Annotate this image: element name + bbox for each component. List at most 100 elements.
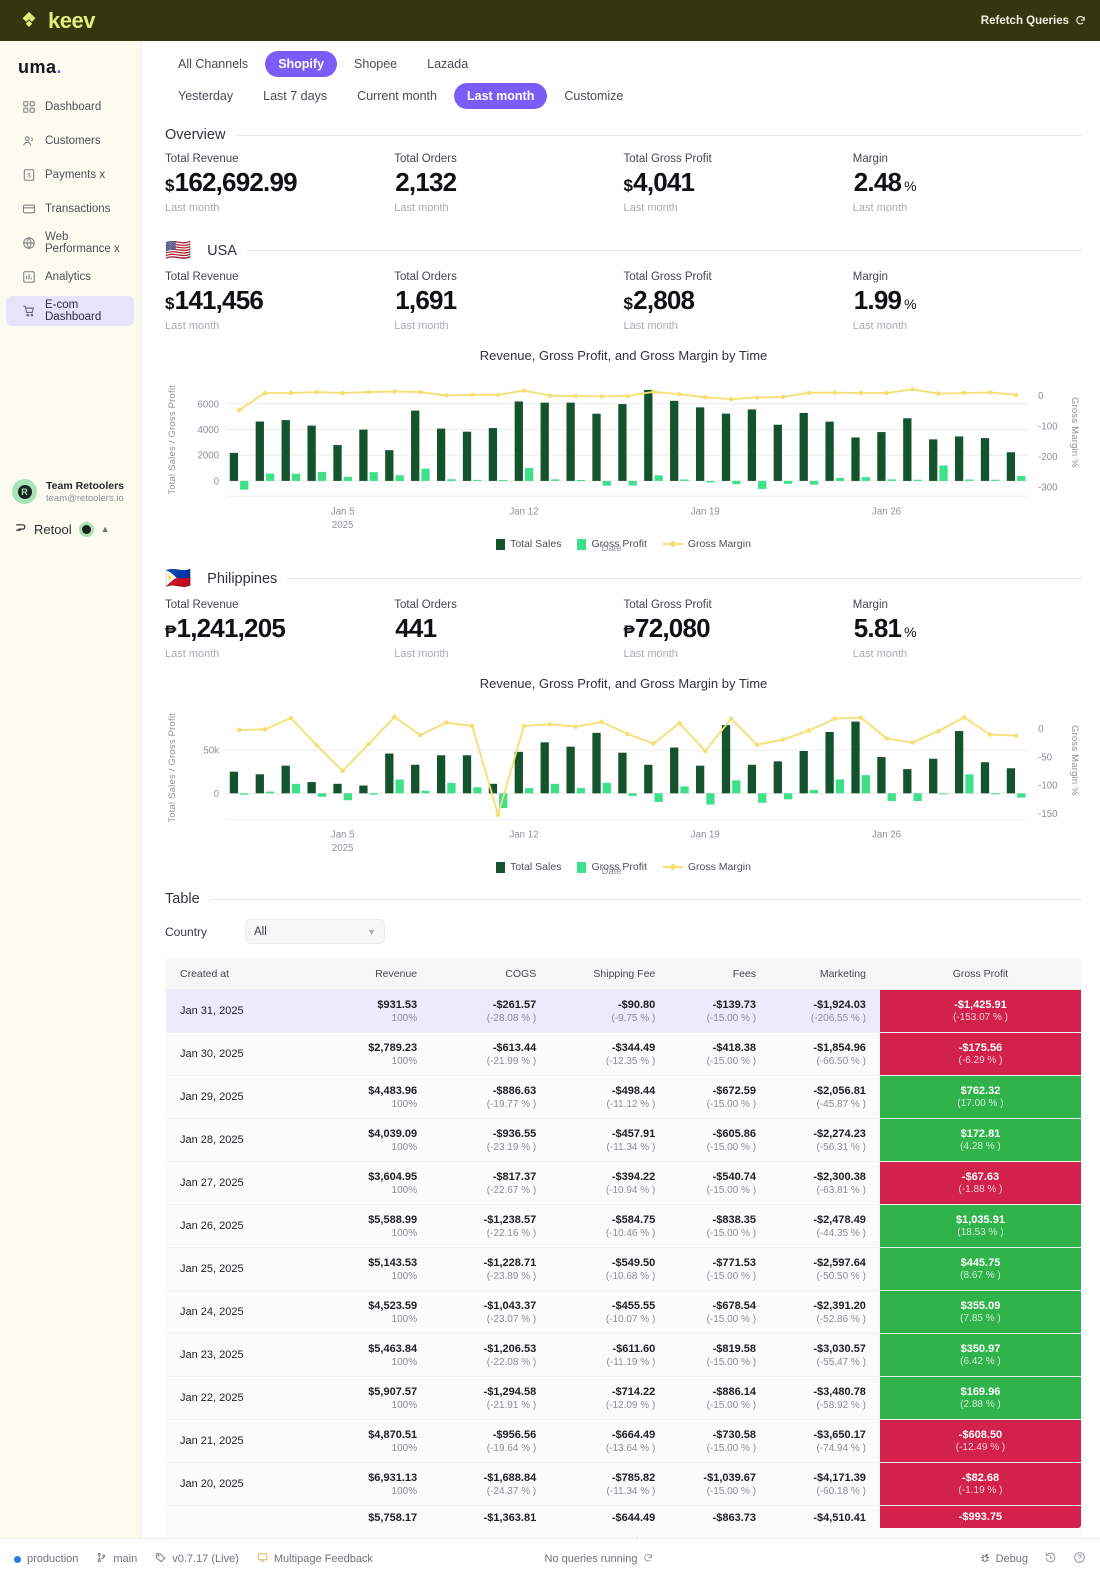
table-row[interactable]: $5,758.17 -$1,363.81 -$644.49 -$863.73 -$4,5…	[166, 1505, 1081, 1528]
branch-selector[interactable]: main	[96, 1552, 137, 1566]
cell-gross-profit: -$175.56 (-6.29 % )	[879, 1032, 1081, 1076]
globe-icon	[22, 236, 36, 250]
period-current-month[interactable]: Current month	[357, 89, 437, 103]
kpi-card: Total Orders 1,691 Last month	[394, 271, 623, 332]
sidebar-item-web-performance[interactable]: Web Performance x	[6, 228, 134, 258]
usa-chart[interactable]: Total Sales / Gross Profit Gross Margin …	[165, 371, 1082, 536]
cell-created-at: Jan 23, 2025	[166, 1333, 313, 1377]
cell-fees: -$540.74 (-15.00 % )	[669, 1161, 771, 1205]
chevron-up-icon[interactable]: ▲	[100, 524, 110, 534]
table-row[interactable]: Jan 28, 2025 $4,039.09 100% -$936.55 (-23.19…	[166, 1118, 1081, 1162]
table-row[interactable]: Jan 31, 2025 $931.53 100% -$261.57 (-28.08 %…	[166, 989, 1081, 1033]
sidebar-user[interactable]: R Team Retoolers team@retoolers.io	[0, 479, 140, 504]
card-icon	[22, 202, 36, 216]
column-header-shipping-fee[interactable]: Shipping Fee	[550, 959, 670, 990]
usa-section-header: 🇺🇸 USA	[165, 240, 1082, 261]
kpi-sub: Last month	[165, 320, 220, 332]
column-header-cogs[interactable]: COGS	[431, 959, 551, 990]
sidebar-item-customers[interactable]: Customers	[6, 126, 134, 156]
ph-chart-svg: 0 50k 0 -50 -100 -150 Jan 5 2025 Jan 12 Jan 19 Jan…	[203, 714, 1058, 854]
branch-label: main	[113, 1553, 138, 1565]
philippines-section-header: 🇵🇭 Philippines	[165, 568, 1082, 589]
version-selector[interactable]: v0.7.17 (Live)	[155, 1552, 239, 1566]
table-row[interactable]: Jan 27, 2025 $3,604.95 100% -$817.37 (-22.67…	[166, 1161, 1081, 1205]
cell-created-at: Jan 21, 2025	[166, 1419, 313, 1463]
table-row[interactable]: Jan 23, 2025 $5,463.84 100% -$1,206.53 (-22.…	[166, 1333, 1081, 1377]
cell-shipping-fee: -$498.44 (-11.12 % )	[550, 1075, 670, 1119]
country-select-value: All	[254, 925, 267, 938]
multipage-feedback-button[interactable]: Multipage Feedback	[257, 1552, 373, 1566]
cell-cogs: -$613.44 (-21.99 % )	[431, 1032, 551, 1076]
refetch-queries-button[interactable]: Refetch Queries	[981, 15, 1086, 27]
kpi-card: Margin 2.48% Last month	[853, 153, 1082, 214]
legend-gross-profit[interactable]: Gross Profit	[577, 538, 647, 550]
sidebar-item-transactions[interactable]: Transactions	[6, 194, 134, 224]
kpi-card: Total Revenue $141,456 Last month	[165, 271, 394, 332]
period-last-month[interactable]: Last month	[453, 83, 548, 109]
kpi-sub: Last month	[165, 648, 220, 660]
chevron-down-icon: ▼	[367, 926, 376, 937]
kpi-sub: Last month	[852, 320, 908, 332]
table-row[interactable]: Jan 24, 2025 $4,523.59 100% -$1,043.37 (-23.…	[166, 1290, 1081, 1334]
cell-fees: -$863.73	[669, 1505, 771, 1528]
sidebar-item-analytics[interactable]: Analytics	[6, 262, 134, 292]
usa-title: USA	[207, 242, 237, 259]
sidebar-item-payments[interactable]: $ Payments x	[6, 160, 134, 190]
column-header-fees[interactable]: Fees	[669, 959, 771, 990]
column-header-created-at[interactable]: Created at	[166, 959, 313, 990]
cell-revenue: $6,931.13 100%	[312, 1462, 432, 1506]
cell-gross-profit: -$67.63 (-1.88 % )	[879, 1161, 1081, 1205]
column-header-gross-profit[interactable]: Gross Profit	[879, 959, 1081, 990]
cell-marketing: -$1,854.96 (-66.50 % )	[770, 1032, 880, 1076]
column-header-marketing[interactable]: Marketing	[770, 959, 880, 990]
country-select[interactable]: All ▼	[245, 919, 385, 944]
sidebar-item-ecom-dashboard[interactable]: E-com Dashboard	[6, 296, 134, 326]
cell-fees: -$678.54 (-15.00 % )	[669, 1290, 771, 1334]
help-icon[interactable]	[1073, 1551, 1086, 1567]
cell-gross-profit: $169.96 (2.88 % )	[879, 1376, 1081, 1420]
divider	[287, 578, 1082, 579]
legend-gross-profit[interactable]: Gross Profit	[577, 861, 647, 873]
cell-created-at: Jan 24, 2025	[166, 1290, 313, 1334]
history-icon[interactable]	[1044, 1551, 1057, 1567]
cell-shipping-fee: -$344.49 (-12.35 % )	[550, 1032, 670, 1076]
table-row[interactable]: Jan 30, 2025 $2,789.23 100% -$613.44 (-21.99…	[166, 1032, 1081, 1076]
column-header-revenue[interactable]: Revenue	[312, 959, 432, 990]
cell-gross-profit: -$608.50 (-12.49 % )	[879, 1419, 1081, 1463]
table-row[interactable]: Jan 20, 2025 $6,931.13 100% -$1,688.84 (-24.…	[166, 1462, 1081, 1506]
philippines-chart[interactable]: Total Sales / Gross Profit Gross Margin …	[165, 699, 1082, 859]
table-row[interactable]: Jan 26, 2025 $5,588.99 100% -$1,238.57 (-22.…	[166, 1204, 1081, 1248]
cell-cogs: -$261.57 (-28.08 % )	[431, 989, 551, 1033]
channel-shopify[interactable]: Shopify	[265, 51, 338, 77]
kpi-sub: Last month	[623, 202, 678, 214]
table-row[interactable]: Jan 25, 2025 $5,143.53 100% -$1,228.71 (-23.…	[166, 1247, 1081, 1291]
channel-all-channels[interactable]: All Channels	[178, 57, 249, 71]
table-row[interactable]: Jan 29, 2025 $4,483.96 100% -$886.63 (-19.77…	[166, 1075, 1081, 1119]
table-row[interactable]: Jan 21, 2025 $4,870.51 100% -$956.56 (-19.64…	[166, 1419, 1081, 1463]
period-customize[interactable]: Customize	[564, 89, 624, 103]
philippines-title: Philippines	[207, 570, 278, 587]
legend-total-sales[interactable]: Total Sales	[496, 861, 561, 873]
legend-total-sales[interactable]: Total Sales	[496, 538, 561, 550]
environment-selector[interactable]: production	[14, 1553, 78, 1565]
debug-button[interactable]: Debug	[979, 1552, 1028, 1567]
table-row[interactable]: Jan 22, 2025 $5,907.57 100% -$1,294.58 (-21.…	[166, 1376, 1081, 1420]
legend-line-swatch	[662, 540, 683, 547]
bug-icon	[979, 1552, 991, 1567]
cell-fees: -$418.38 (-15.00 % )	[669, 1032, 771, 1076]
kpi-label: Total Orders	[394, 271, 457, 283]
legend-gross-margin[interactable]: Gross Margin	[662, 538, 751, 550]
cell-gross-profit: $172.81 (4.28 % )	[879, 1118, 1081, 1162]
svg-text:50k: 50k	[203, 746, 219, 757]
period-last-7-days[interactable]: Last 7 days	[263, 89, 328, 103]
sidebar-item-dashboard[interactable]: Dashboard	[6, 92, 134, 122]
legend-label: Gross Profit	[591, 538, 647, 550]
legend-gross-margin[interactable]: Gross Margin	[662, 861, 751, 873]
sidebar-retool-footer[interactable]: Retool ▲	[14, 521, 110, 537]
period-yesterday[interactable]: Yesterday	[178, 89, 234, 103]
channel-lazada[interactable]: Lazada	[427, 57, 469, 71]
usa-chart-x-axis-label: Date	[601, 543, 622, 554]
channel-shopee[interactable]: Shopee	[354, 57, 398, 71]
cell-cogs: -$1,688.84 (-24.37 % )	[431, 1462, 551, 1506]
kpi-label: Margin	[852, 271, 888, 283]
